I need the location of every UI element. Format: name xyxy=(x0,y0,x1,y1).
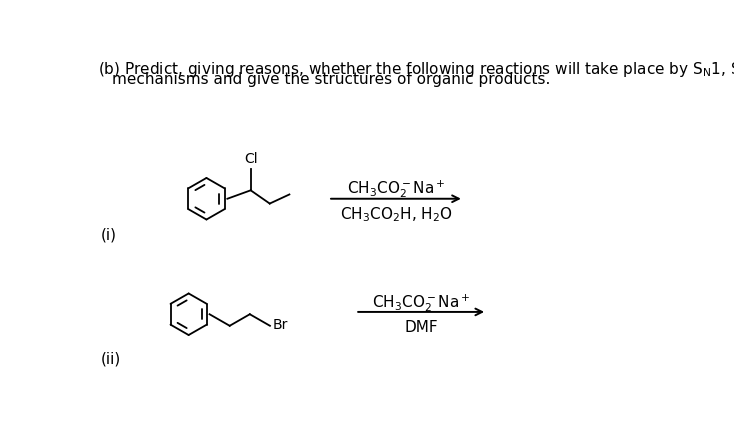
Text: (b) Predict, giving reasons, whether the following reactions will take place by : (b) Predict, giving reasons, whether the… xyxy=(98,60,734,79)
Text: (ii): (ii) xyxy=(101,351,121,366)
Text: DMF: DMF xyxy=(404,320,438,336)
Text: Br: Br xyxy=(273,318,288,332)
Text: Cl: Cl xyxy=(244,152,258,166)
Text: mechanisms and give the structures of organic products.: mechanisms and give the structures of or… xyxy=(112,72,550,87)
Text: CH$_3$CO$_2^-$Na$^+$: CH$_3$CO$_2^-$Na$^+$ xyxy=(372,293,470,315)
Text: (i): (i) xyxy=(101,228,117,243)
Text: CH$_3$CO$_2^-$Na$^+$: CH$_3$CO$_2^-$Na$^+$ xyxy=(346,178,446,200)
Text: CH$_3$CO$_2$H, H$_2$O: CH$_3$CO$_2$H, H$_2$O xyxy=(340,205,452,224)
